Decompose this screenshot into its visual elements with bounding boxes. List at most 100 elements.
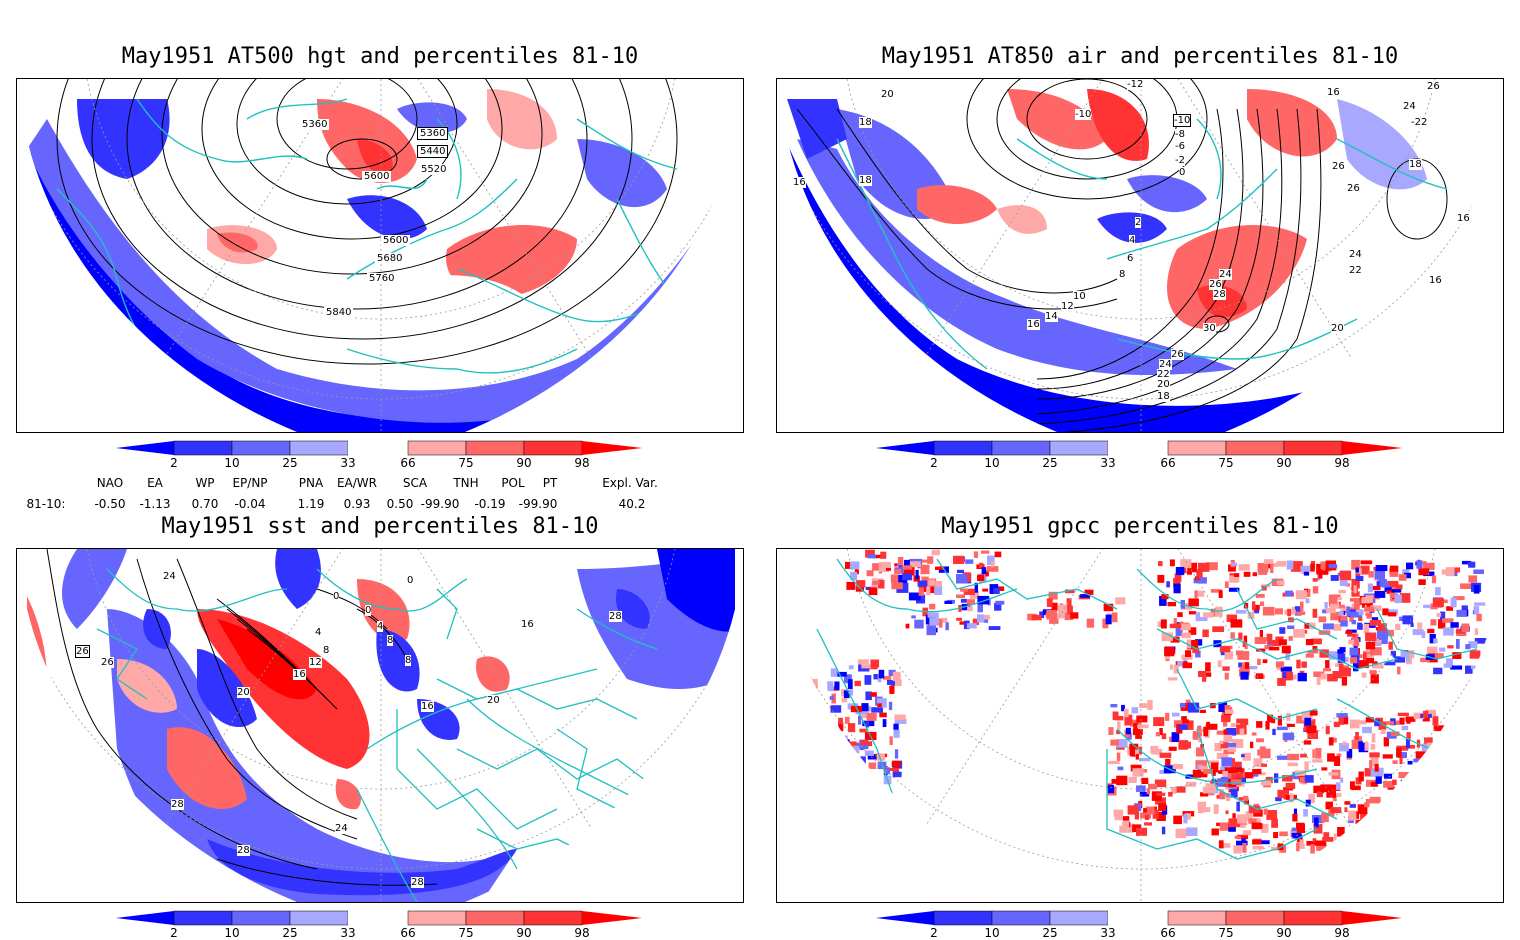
precip-cell	[1206, 562, 1218, 571]
precip-cell	[1170, 636, 1180, 643]
precip-cell	[1221, 757, 1233, 767]
precip-cell	[1288, 636, 1293, 641]
precip-cell	[834, 681, 840, 690]
colorbar-tick-label: 98	[574, 456, 590, 470]
precip-cell	[1151, 749, 1162, 755]
precip-cell	[870, 692, 877, 697]
precip-cell	[865, 586, 871, 590]
precip-cell	[1230, 619, 1243, 628]
colorbar-tick-label: 66	[400, 456, 416, 470]
precip-cell	[861, 664, 872, 669]
precip-cell	[1303, 809, 1308, 817]
precip-cell	[1320, 673, 1327, 680]
colorbar-segment	[231, 910, 291, 926]
precip-cell	[807, 678, 818, 689]
precip-cell	[1261, 823, 1269, 833]
precip-cell	[1103, 603, 1114, 612]
precip-cell	[841, 747, 848, 757]
precip-cell	[1312, 608, 1318, 618]
precip-cell	[878, 561, 891, 568]
precip-cell	[1203, 769, 1213, 774]
precip-cell	[1195, 639, 1203, 646]
precip-cell	[1395, 584, 1403, 590]
precip-cell	[1358, 617, 1363, 621]
index-header: PT	[542, 476, 558, 490]
precip-cell	[1112, 711, 1119, 721]
precip-cell	[1384, 661, 1396, 666]
precip-cell	[1156, 792, 1166, 796]
precip-cell	[1161, 594, 1169, 600]
precip-cell	[1460, 583, 1472, 589]
precip-cell	[1187, 639, 1192, 649]
precip-cell	[1322, 609, 1329, 614]
panel-title-air: May1951 AT850 air and percentiles 81-10	[881, 44, 1399, 69]
precip-cell	[915, 569, 919, 580]
colorbar-tick-label: 98	[1334, 456, 1350, 470]
precip-cell	[1198, 562, 1210, 572]
precip-cell	[1319, 649, 1329, 658]
precip-cell	[1243, 571, 1251, 577]
index-header: EA/WR	[336, 476, 378, 490]
precip-cell	[1218, 702, 1228, 712]
precip-cell	[844, 716, 850, 724]
precip-cell	[1257, 772, 1266, 776]
precip-cell	[1461, 560, 1472, 565]
precip-cell	[1423, 562, 1435, 570]
contour-label: 16	[421, 701, 434, 712]
precip-cell	[1392, 840, 1399, 846]
contour-label: 4	[377, 621, 384, 632]
precip-cell	[1172, 712, 1180, 717]
precip-cell	[1272, 728, 1276, 736]
precip-cell	[1185, 699, 1191, 704]
contour-label: 0	[365, 605, 372, 616]
precip-cell	[1223, 719, 1228, 727]
precip-cell	[1370, 674, 1379, 684]
precip-cell	[1446, 658, 1453, 666]
precip-cell	[1115, 597, 1126, 605]
precip-cell	[1419, 822, 1432, 832]
precip-cell	[1200, 792, 1209, 797]
precip-cell	[1352, 638, 1360, 647]
precip-cell	[1296, 842, 1300, 852]
precip-cell	[1256, 818, 1261, 826]
colorbar-segment	[933, 910, 993, 926]
precip-cell	[1070, 612, 1079, 619]
precip-cell	[1468, 641, 1478, 649]
precip-cell	[1473, 584, 1480, 594]
precip-cell	[1355, 819, 1364, 830]
precip-cell	[1303, 740, 1312, 745]
colorbar-tick-label: 33	[1100, 456, 1116, 470]
precip-cell	[1450, 665, 1463, 670]
precip-cell	[1196, 590, 1205, 597]
colorbar-segment	[1049, 910, 1109, 926]
colorbar-segment	[116, 911, 174, 925]
index-row-label: 81-10:	[26, 497, 66, 511]
precip-cell	[927, 612, 939, 618]
precip-cell	[1422, 716, 1430, 722]
colorbar-tick-label: 98	[574, 926, 590, 940]
precip-cell	[1353, 600, 1360, 611]
precip-cell	[1235, 774, 1246, 784]
precip-cell	[1370, 605, 1382, 611]
colorbar-tick-label: 90	[516, 926, 532, 940]
index-header: Expl. Var.	[602, 476, 658, 490]
precip-cell	[1247, 665, 1258, 670]
precip-cell	[1144, 822, 1152, 826]
precip-cell	[1328, 564, 1337, 569]
precip-cell	[858, 715, 862, 725]
precip-cell	[1306, 588, 1311, 597]
contour-label: 26	[1171, 349, 1184, 360]
precip-cell	[1348, 639, 1355, 645]
precip-cell	[1351, 785, 1361, 791]
precip-cell	[864, 675, 872, 685]
precip-cell	[1192, 647, 1200, 654]
precip-cell	[1424, 771, 1430, 782]
precip-cell	[1371, 733, 1376, 743]
precip-cell	[1226, 743, 1237, 747]
precip-cell	[1304, 622, 1313, 629]
precip-cell	[835, 731, 843, 736]
precip-cell	[1242, 842, 1247, 853]
precip-cell	[1305, 799, 1311, 807]
precip-cell	[1286, 723, 1295, 727]
precip-cell	[1364, 768, 1372, 777]
